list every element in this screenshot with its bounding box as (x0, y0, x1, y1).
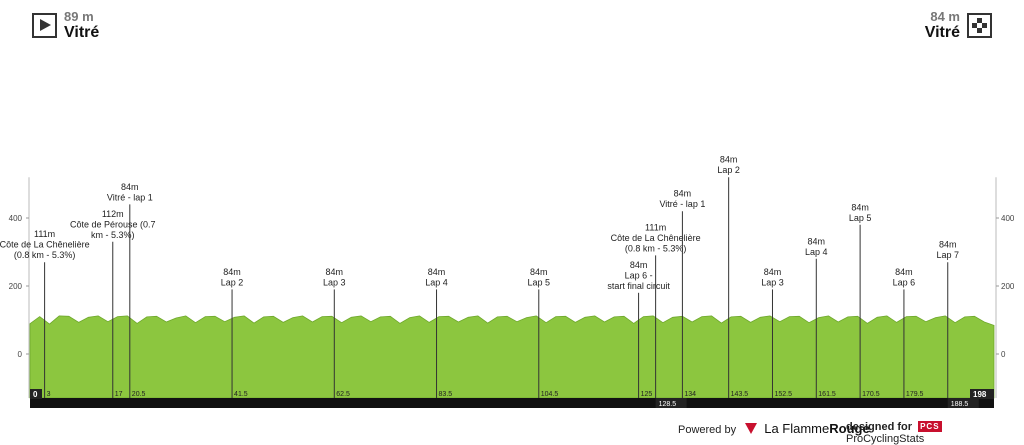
km-label: 41.5 (234, 391, 248, 398)
marker-label: 84m (223, 267, 241, 277)
marker-label: 84m (428, 267, 446, 277)
marker-label: Côte de La Chênelière (611, 233, 701, 243)
start-town: Vitré (64, 24, 100, 41)
marker-label: Lap 2 (221, 277, 244, 287)
marker-label: Lap 5 (849, 213, 872, 223)
powered-by-label: Powered by (678, 424, 737, 436)
marker-label: Lap 3 (323, 277, 346, 287)
la-flamme-rouge-logo-icon (745, 423, 758, 434)
marker-label: 84m (764, 267, 782, 277)
marker-label: 84m (530, 267, 548, 277)
km-label: 161.5 (818, 391, 836, 398)
marker-label: Vitré - lap 1 (107, 192, 153, 202)
marker-label: Lap 5 (528, 277, 551, 287)
finish-town: Vitré (924, 24, 960, 41)
marker-label: Lap 6 - (625, 270, 653, 280)
marker-label: 112m (102, 209, 124, 219)
designed-for-label: designed for (846, 421, 913, 433)
marker-label: Lap 6 (893, 277, 916, 287)
km-label: 198 (973, 390, 987, 399)
finish-altitude: 84 m (930, 9, 960, 24)
km-label: 188.5 (951, 401, 969, 408)
km-below-box (947, 398, 979, 408)
marker-label: 84m (674, 189, 692, 199)
marker-label: Vitré - lap 1 (659, 199, 705, 209)
km-label: 20.5 (132, 391, 146, 398)
start-header: 89 m Vitré (32, 10, 99, 41)
marker-label: 84m (630, 260, 648, 270)
marker-label: Côte de La Chênelière (0, 240, 90, 250)
designed-for: designed for PCS ProCyclingStats (846, 421, 1024, 445)
y-tick-label-left: 400 (9, 214, 23, 223)
marker-label: (0.8 km - 5.3%) (14, 250, 76, 260)
marker-label: Lap 7 (936, 250, 959, 260)
km-label: 134 (684, 391, 696, 398)
km-below-box (655, 398, 687, 408)
marker-label: 84m (720, 155, 738, 165)
km-label: 170.5 (862, 391, 880, 398)
marker-label: 84m (808, 236, 826, 246)
marker-label: Lap 4 (805, 247, 828, 257)
marker-label: 84m (851, 202, 869, 212)
km-label: 179.5 (906, 391, 924, 398)
marker-label: (0.8 km - 5.3%) (625, 243, 687, 253)
marker-label: 111m (34, 229, 55, 239)
km-label: 104.5 (541, 391, 559, 398)
km-bar (30, 398, 994, 408)
y-tick-label-right: 0 (1001, 350, 1006, 359)
y-tick-label-right: 400 (1001, 214, 1015, 223)
marker-label: 111m (645, 222, 666, 232)
km-label: 152.5 (774, 391, 792, 398)
km-label: 83.5 (439, 391, 453, 398)
marker-label: start final circuit (607, 281, 670, 291)
km-highlight-box (970, 389, 994, 399)
checkered-flag-icon (967, 13, 992, 38)
y-tick-label-left: 0 (18, 350, 23, 359)
profile-area (29, 315, 995, 399)
powered-by: Powered by La FlammeRouge (678, 421, 870, 436)
km-label: 143.5 (731, 391, 749, 398)
marker-label: Lap 4 (425, 277, 448, 287)
start-altitude: 89 m (64, 9, 94, 24)
pcs-logo-icon: PCS (918, 421, 942, 432)
procyclingstats-name: ProCyclingStats (846, 433, 925, 445)
la-flamme-rouge-brand: La FlammeRouge (764, 421, 870, 436)
km-label: 62.5 (336, 391, 350, 398)
km-label: 128.5 (659, 401, 677, 408)
km-label: 17 (115, 391, 123, 398)
play-icon (32, 13, 57, 38)
marker-label: Lap 3 (761, 277, 784, 287)
km-highlight-box (30, 389, 42, 399)
marker-label: Côte de Pérouse (0.7 (70, 219, 156, 229)
marker-label: 84m (326, 267, 344, 277)
marker-label: 84m (895, 267, 913, 277)
km-label: 125 (641, 391, 653, 398)
km-label: 0 (33, 390, 38, 399)
km-label: 3 (47, 391, 51, 398)
marker-label: 84m (939, 240, 957, 250)
y-tick-label-left: 200 (9, 282, 23, 291)
marker-label: km - 5.3%) (91, 230, 135, 240)
marker-label: 84m (121, 182, 139, 192)
finish-header: 84 m Vitré (925, 10, 992, 41)
marker-label: Lap 2 (717, 165, 740, 175)
y-tick-label-right: 200 (1001, 282, 1015, 291)
